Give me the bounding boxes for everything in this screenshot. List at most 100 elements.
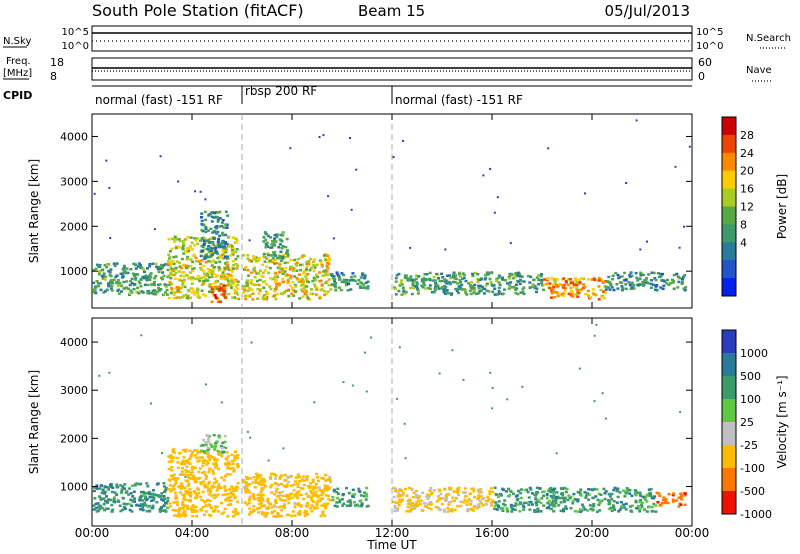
echo-cell: [575, 283, 579, 287]
echo-cell: [414, 503, 418, 506]
echo-cell: [208, 283, 212, 286]
echo-cell: [286, 252, 290, 255]
echo-cell: [231, 236, 235, 240]
echo-cell: [601, 281, 605, 285]
echo-cell: [100, 506, 104, 510]
echo-cell: [229, 286, 233, 289]
echo-cell: [591, 291, 595, 295]
echo-cell: [201, 245, 205, 249]
echo-cell: [356, 282, 360, 286]
echo-cell: [654, 278, 658, 282]
echo-cell: [607, 507, 611, 511]
echo-cell: [412, 491, 416, 495]
echo-cell: [615, 501, 619, 504]
echo-cell: [542, 288, 545, 292]
echo-cell: [191, 475, 195, 479]
echo-cell: [203, 473, 207, 476]
echo-cell: [647, 493, 651, 496]
echo-cell: [226, 265, 230, 269]
echo-cell: [307, 494, 311, 498]
echo-cell: [444, 494, 448, 498]
echo-cell: [199, 467, 202, 470]
echo-cell: [495, 277, 499, 281]
echo-cell: [278, 257, 281, 260]
echo-cell: [169, 460, 173, 464]
echo-cell: [409, 246, 412, 249]
echo-cell: [679, 503, 683, 506]
echo-cell: [624, 492, 628, 495]
echo-cell: [645, 493, 649, 497]
echo-cell: [545, 497, 549, 500]
echo-cell: [188, 488, 192, 491]
echo-cell: [291, 280, 295, 284]
echo-cell: [618, 508, 622, 511]
echo-cell: [302, 272, 306, 275]
echo-cell: [672, 492, 675, 495]
echo-cell: [270, 243, 274, 246]
echo-cell: [286, 255, 290, 259]
echo-cell: [507, 487, 511, 491]
echo-cell: [317, 494, 321, 498]
echo-cell: [188, 449, 192, 452]
colorbar-tick-label: 8: [740, 218, 747, 231]
echo-cell: [639, 494, 643, 498]
echo-cell: [222, 226, 226, 229]
echo-cell: [462, 378, 465, 381]
echo-cell: [286, 494, 290, 498]
echo-cell: [448, 274, 452, 277]
echo-cell: [572, 283, 576, 286]
x-tick-label: 04:00: [175, 526, 210, 540]
echo-cell: [141, 503, 145, 506]
echo-cell: [236, 293, 240, 296]
echo-cell: [280, 247, 284, 250]
echo-cell: [234, 285, 238, 288]
echo-cell: [205, 485, 209, 488]
echo-cell: [196, 274, 200, 278]
echo-cell: [175, 503, 179, 507]
echo-cell: [462, 288, 466, 291]
colorbar-swatch: [722, 206, 736, 225]
echo-cell: [172, 501, 176, 504]
echo-cell: [222, 294, 226, 298]
echo-cell: [621, 489, 625, 492]
echo-cell: [188, 246, 192, 249]
echo-cell: [452, 499, 456, 502]
echo-cell: [218, 300, 222, 304]
echo-cell: [201, 490, 205, 494]
echo-cell: [273, 262, 277, 265]
echo-cell: [149, 275, 153, 279]
echo-cell: [447, 501, 451, 504]
echo-cell: [184, 513, 188, 517]
colorbar-tick-label: 20: [740, 165, 754, 178]
echo-cell: [195, 509, 199, 513]
echo-cell: [543, 278, 547, 281]
echo-cell: [287, 480, 291, 484]
echo-cell: [553, 295, 557, 299]
echo-cell: [364, 281, 368, 284]
echo-cell: [210, 506, 214, 510]
echo-cell: [309, 490, 312, 493]
echo-cell: [225, 242, 229, 246]
echo-cell: [183, 494, 186, 497]
echo-cell: [200, 249, 204, 252]
echo-cell: [233, 296, 237, 299]
echo-cell: [168, 283, 172, 287]
echo-cell: [97, 282, 100, 285]
echo-cell: [172, 473, 176, 477]
echo-cell: [311, 279, 315, 283]
echo-cell: [259, 474, 263, 477]
echo-cell: [452, 490, 456, 493]
echo-cell: [203, 451, 207, 455]
echo-cell: [218, 234, 222, 238]
echo-cell: [188, 456, 192, 460]
echo-cell: [336, 492, 340, 496]
echo-cell: [329, 499, 333, 502]
echo-cell: [101, 268, 105, 272]
echo-cell: [287, 501, 291, 505]
echo-cell: [220, 287, 224, 290]
echo-cell: [280, 268, 284, 272]
echo-cell: [623, 495, 627, 498]
echo-cell: [518, 510, 522, 513]
echo-cell: [230, 453, 234, 457]
echo-cell: [248, 294, 252, 297]
